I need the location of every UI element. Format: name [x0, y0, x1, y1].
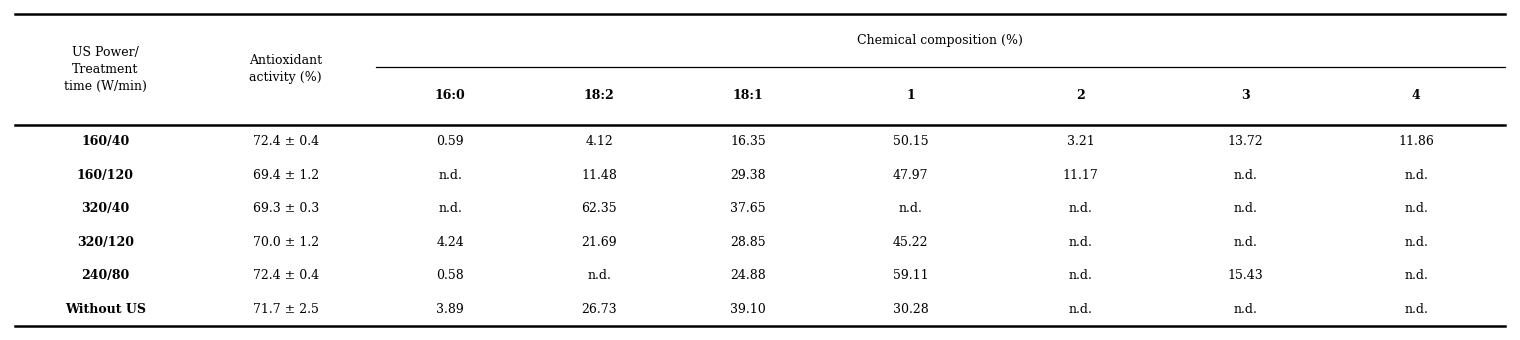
Text: n.d.: n.d. — [1233, 202, 1257, 215]
Text: 24.88: 24.88 — [731, 270, 766, 283]
Text: US Power/
Treatment
time (W/min): US Power/ Treatment time (W/min) — [64, 46, 147, 92]
Text: Without US: Without US — [65, 303, 146, 316]
Text: 4.24: 4.24 — [436, 236, 464, 249]
Text: 320/40: 320/40 — [81, 202, 129, 215]
Text: 11.17: 11.17 — [1062, 169, 1099, 182]
Text: 72.4 ± 0.4: 72.4 ± 0.4 — [252, 135, 319, 148]
Text: 1: 1 — [906, 89, 915, 102]
Text: 320/120: 320/120 — [78, 236, 134, 249]
Text: 47.97: 47.97 — [892, 169, 929, 182]
Text: 16:0: 16:0 — [435, 89, 465, 102]
Text: 71.7 ± 2.5: 71.7 ± 2.5 — [252, 303, 319, 316]
Text: 28.85: 28.85 — [731, 236, 766, 249]
Text: Antioxidant
activity (%): Antioxidant activity (%) — [249, 54, 322, 84]
Text: n.d.: n.d. — [1069, 236, 1093, 249]
Text: 13.72: 13.72 — [1228, 135, 1263, 148]
Text: Chemical composition (%): Chemical composition (%) — [857, 34, 1023, 47]
Text: 70.0 ± 1.2: 70.0 ± 1.2 — [252, 236, 319, 249]
Text: 0.59: 0.59 — [436, 135, 464, 148]
Text: 160/40: 160/40 — [81, 135, 129, 148]
Text: 18:2: 18:2 — [584, 89, 614, 102]
Text: 45.22: 45.22 — [892, 236, 929, 249]
Text: 39.10: 39.10 — [731, 303, 766, 316]
Text: n.d.: n.d. — [438, 202, 462, 215]
Text: 59.11: 59.11 — [892, 270, 929, 283]
Text: 3.89: 3.89 — [436, 303, 464, 316]
Text: 3: 3 — [1240, 89, 1249, 102]
Text: 72.4 ± 0.4: 72.4 ± 0.4 — [252, 270, 319, 283]
Text: n.d.: n.d. — [1233, 236, 1257, 249]
Text: n.d.: n.d. — [438, 169, 462, 182]
Text: 18:1: 18:1 — [733, 89, 763, 102]
Text: 50.15: 50.15 — [892, 135, 929, 148]
Text: 69.3 ± 0.3: 69.3 ± 0.3 — [252, 202, 319, 215]
Text: 21.69: 21.69 — [582, 236, 617, 249]
Text: 160/120: 160/120 — [78, 169, 134, 182]
Text: 0.58: 0.58 — [436, 270, 464, 283]
Text: n.d.: n.d. — [1069, 202, 1093, 215]
Text: 37.65: 37.65 — [731, 202, 766, 215]
Text: 4.12: 4.12 — [585, 135, 613, 148]
Text: n.d.: n.d. — [1233, 303, 1257, 316]
Text: 3.21: 3.21 — [1067, 135, 1094, 148]
Text: 11.86: 11.86 — [1398, 135, 1435, 148]
Text: n.d.: n.d. — [898, 202, 923, 215]
Text: 16.35: 16.35 — [731, 135, 766, 148]
Text: n.d.: n.d. — [1069, 303, 1093, 316]
Text: 62.35: 62.35 — [582, 202, 617, 215]
Text: 29.38: 29.38 — [731, 169, 766, 182]
Text: 11.48: 11.48 — [581, 169, 617, 182]
Text: n.d.: n.d. — [1404, 303, 1429, 316]
Text: n.d.: n.d. — [587, 270, 611, 283]
Text: n.d.: n.d. — [1404, 236, 1429, 249]
Text: n.d.: n.d. — [1069, 270, 1093, 283]
Text: 2: 2 — [1076, 89, 1085, 102]
Text: 26.73: 26.73 — [582, 303, 617, 316]
Text: 4: 4 — [1412, 89, 1421, 102]
Text: n.d.: n.d. — [1404, 202, 1429, 215]
Text: 30.28: 30.28 — [892, 303, 929, 316]
Text: n.d.: n.d. — [1233, 169, 1257, 182]
Text: n.d.: n.d. — [1404, 169, 1429, 182]
Text: n.d.: n.d. — [1404, 270, 1429, 283]
Text: 15.43: 15.43 — [1228, 270, 1263, 283]
Text: 69.4 ± 1.2: 69.4 ± 1.2 — [252, 169, 319, 182]
Text: 240/80: 240/80 — [81, 270, 129, 283]
